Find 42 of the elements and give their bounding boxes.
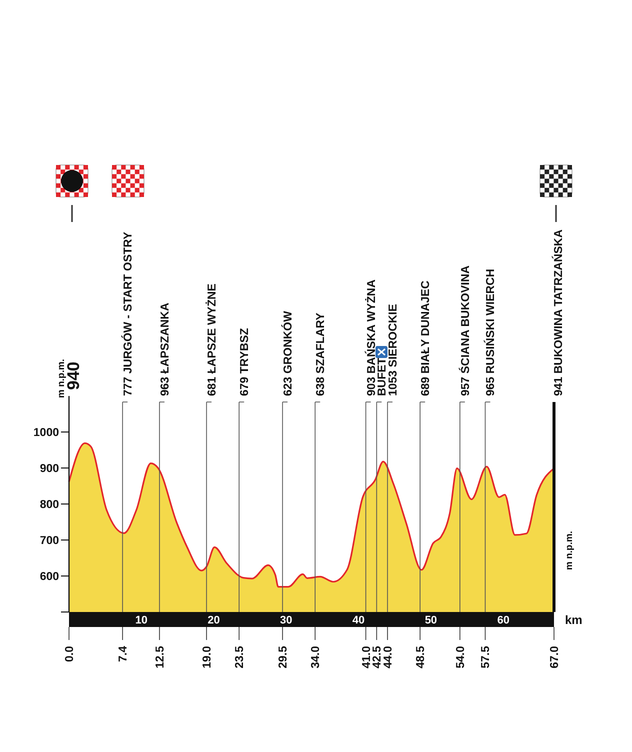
ref-line-label: 689 BIAŁY DUNAJEC — [420, 280, 432, 396]
text: 940 — [64, 362, 83, 390]
x-tick-label: 19.0 — [202, 646, 214, 668]
ref-line-label: 903 BAŃSKA WYŻNA — [364, 279, 378, 396]
ref-line-label: 957 ŚCIANA BUKOVINA — [458, 265, 472, 396]
x-tick-label: 0.0 — [64, 646, 76, 662]
y-axis-title: m n.p.m. — [56, 358, 67, 398]
x2-tick-label: 60 — [497, 614, 510, 626]
y-tick-label: 600 — [40, 571, 59, 584]
x-tick-label: 29.5 — [278, 645, 290, 668]
x-tick-label: 23.5 — [234, 645, 246, 668]
ref-line-label: BUFET — [376, 358, 389, 396]
x2-tick-label: 50 — [424, 614, 438, 626]
ref-line-label: 623 GRONKÓW — [280, 310, 295, 396]
x2-tick-label: 30 — [280, 614, 292, 626]
ref-line-label: 777 JURGÓW - START OSTRY — [120, 231, 135, 396]
x-axis-title: km — [565, 613, 582, 627]
x-tick-label: 67.0 — [549, 646, 561, 668]
ref-line-label: 681 ŁAPSZE WYŻNE — [206, 283, 219, 396]
ref-line-label: 638 SZAFLARY — [315, 312, 328, 396]
ref-line-label: 963 ŁAPSZANKA — [159, 302, 172, 396]
x-tick-label: 44.0 — [382, 646, 395, 668]
x2-tick-label: 40 — [352, 614, 365, 626]
y-tick-label: 900 — [40, 463, 59, 476]
y-tick-label: 700 — [40, 535, 59, 548]
x-tick-label: 54.0 — [454, 646, 467, 668]
x-tick-label: 12.5 — [154, 645, 166, 668]
x2-tick-label: 20 — [208, 614, 220, 626]
y-tick-label: 1000 — [33, 427, 59, 440]
ref-line-label: 679 TRYBSZ — [239, 328, 252, 396]
text: m n.p.m. — [564, 530, 575, 570]
x2-tick-label: 10 — [135, 614, 148, 626]
x-tick-label: 41.0 — [360, 646, 373, 668]
ref-line-label: 941 BUKOWINA TATRZAŃSKA — [551, 229, 565, 396]
ref-line-label: 965 RUSIŃSKI WIERCH — [483, 268, 498, 396]
y-tick-label: 800 — [40, 499, 59, 512]
x-tick-label: 34.0 — [310, 646, 322, 668]
ref-line-label: 1053 SIEROCKIE — [388, 304, 400, 396]
x-tick-label: 42.5 — [372, 645, 384, 668]
x-tick-label: 57.5 — [480, 645, 492, 668]
x-tick-label: 48.5 — [415, 645, 428, 668]
x-tick-label: 7.4 — [118, 645, 130, 662]
